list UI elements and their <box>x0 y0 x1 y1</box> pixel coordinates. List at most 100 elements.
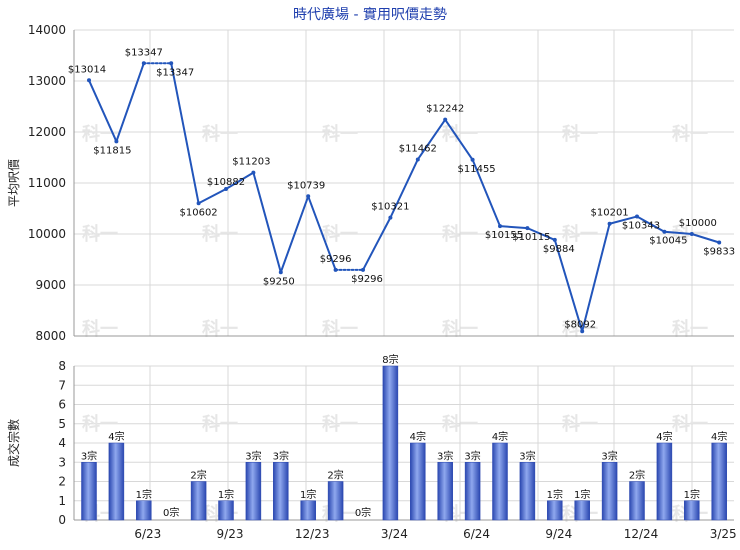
bar-data-label: 8宗 <box>382 353 398 366</box>
watermark: 科一 <box>202 223 238 245</box>
line-segment <box>526 227 556 241</box>
bar <box>382 365 399 521</box>
watermark: 科一 <box>672 123 708 145</box>
line-point <box>251 170 256 175</box>
line-data-label: $11455 <box>458 164 496 175</box>
line-point <box>689 232 694 236</box>
line-point <box>443 117 448 122</box>
line-data-label: $10321 <box>371 202 409 213</box>
bar-data-label: 0宗 <box>355 506 371 519</box>
bar-y-tick: 3 <box>58 455 66 469</box>
line-point <box>361 267 365 272</box>
line-point <box>169 61 174 66</box>
bar <box>519 462 536 521</box>
bar-data-label: 3宗 <box>437 449 453 462</box>
line-point <box>662 229 667 234</box>
watermark: 科一 <box>562 123 598 145</box>
watermark: 科一 <box>82 123 118 145</box>
bar-data-label: 2宗 <box>327 469 343 482</box>
bar <box>300 500 316 521</box>
watermark: 科一 <box>562 223 598 245</box>
bar <box>190 481 207 521</box>
line-segment <box>225 171 255 191</box>
line-segment <box>170 62 200 205</box>
bar <box>574 500 590 521</box>
line-data-label: $10602 <box>180 207 218 218</box>
line-point <box>333 267 338 272</box>
line-point <box>224 187 228 192</box>
line-y-tick: 8000 <box>35 329 66 343</box>
line-segment <box>471 158 501 228</box>
bar-data-label: 2宗 <box>629 469 645 482</box>
bar <box>273 462 289 521</box>
bar-data-label: 1宗 <box>136 488 152 501</box>
bar-data-label: 3宗 <box>81 449 97 462</box>
bar-data-label: 4宗 <box>108 430 124 443</box>
watermark: 科一 <box>322 223 358 245</box>
line-data-label: $10201 <box>591 208 629 219</box>
line-data-label: $10882 <box>207 177 245 188</box>
x-tick-label: 3/25 <box>710 527 737 541</box>
bar-data-label: 4宗 <box>410 430 426 443</box>
watermark: 科一 <box>442 223 478 245</box>
bar-data-label: 2宗 <box>190 469 206 482</box>
bar-y-tick: 4 <box>58 436 66 450</box>
watermark: 科一 <box>672 318 708 340</box>
watermark: 科一 <box>202 318 238 340</box>
line-y-tick: 10000 <box>28 227 66 241</box>
x-tick-label: 6/23 <box>134 527 161 541</box>
bar-data-label: 3宗 <box>519 449 535 462</box>
line-segment <box>581 222 611 333</box>
bar-y-tick: 2 <box>58 475 66 489</box>
bar <box>601 462 618 521</box>
line-data-label: $10045 <box>649 236 687 247</box>
bar-y-tick: 6 <box>58 398 66 412</box>
bar-data-label: 1宗 <box>684 488 700 501</box>
bar <box>136 500 152 521</box>
line-segment <box>636 215 666 233</box>
line-data-label: $9296 <box>351 274 383 285</box>
line-segment <box>88 79 118 143</box>
line-point <box>415 157 420 162</box>
bar-y-axis-title: 成交宗數 <box>6 419 21 467</box>
line-point <box>552 237 557 242</box>
bar-y-tick: 7 <box>58 378 66 392</box>
line-y-tick: 11000 <box>28 176 66 190</box>
line-segment <box>115 62 145 143</box>
bar-y-tick: 5 <box>58 417 66 431</box>
bar <box>684 500 700 521</box>
line-y-tick: 14000 <box>28 23 66 37</box>
bar <box>464 462 481 521</box>
line-segment <box>663 230 693 235</box>
x-tick-label: 12/23 <box>295 527 330 541</box>
line-point <box>141 61 146 66</box>
line-point <box>717 240 722 245</box>
line-segment <box>553 238 584 333</box>
bar <box>629 481 645 521</box>
line-point <box>196 201 201 206</box>
watermark: 科一 <box>442 318 478 340</box>
line-data-label: $12242 <box>426 104 464 115</box>
watermark: 科一 <box>442 413 478 435</box>
bar-data-label: 3宗 <box>601 449 617 462</box>
line-segment <box>362 216 392 271</box>
line-data-label: $13014 <box>68 64 106 75</box>
line-data-label: $10343 <box>622 221 660 232</box>
line-data-label: $9884 <box>543 244 575 255</box>
watermark: 科一 <box>82 223 118 245</box>
watermark: 科一 <box>82 413 118 435</box>
line-segment <box>279 195 310 274</box>
line-point <box>498 224 502 229</box>
bar <box>218 500 234 521</box>
line-segment <box>499 225 529 230</box>
bar-y-tick: 1 <box>58 494 66 508</box>
line-segment <box>608 215 638 225</box>
line-data-label: $9833 <box>703 247 735 258</box>
bar <box>492 442 508 521</box>
line-point <box>278 270 283 275</box>
line-y-tick: 9000 <box>35 278 66 292</box>
line-point <box>580 329 585 334</box>
line-data-label: $13347 <box>125 47 163 58</box>
